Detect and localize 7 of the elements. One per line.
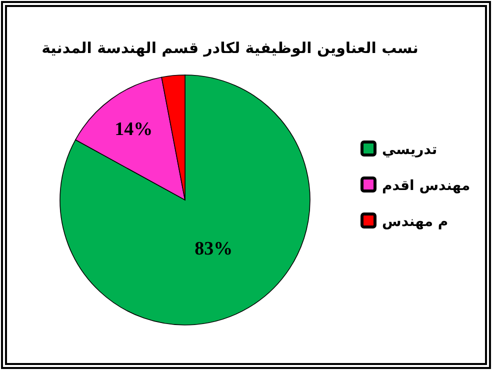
data-label: 14% (114, 119, 153, 140)
data-label: 83% (194, 238, 233, 260)
legend-label: م مهندس (382, 214, 448, 230)
chart-title: نسب العناوين الوظيفية لكادر قسم الهندسة المدنية (42, 39, 418, 57)
pie-slice (60, 74, 310, 326)
legend-label: مهندس اقدم (382, 178, 470, 194)
legend-label: تدريسي (382, 142, 438, 158)
